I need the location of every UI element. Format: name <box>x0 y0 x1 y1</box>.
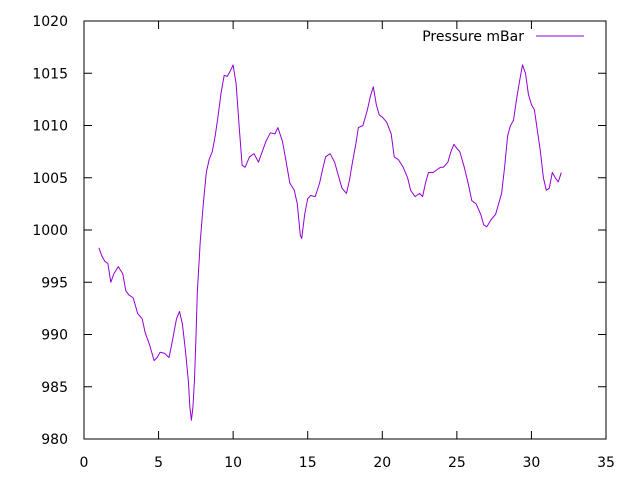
x-tick-label: 0 <box>80 455 89 471</box>
x-tick-label: 30 <box>523 455 541 471</box>
y-tick-label: 1020 <box>32 14 68 30</box>
y-tick-label: 1015 <box>32 66 68 82</box>
y-axis-ticks: 980 985 990 995 1000 1005 1010 1015 1020 <box>32 14 606 448</box>
y-tick-label: 985 <box>41 380 68 396</box>
y-tick-label: 995 <box>41 275 68 291</box>
x-tick-label: 15 <box>299 455 317 471</box>
series-layer <box>98 64 562 421</box>
y-tick-label: 1010 <box>32 119 68 135</box>
x-tick-label: 20 <box>373 455 391 471</box>
y-tick-label: 1000 <box>32 223 68 239</box>
x-tick-label: 5 <box>154 455 163 471</box>
legend-label-pressure: Pressure mBar <box>422 29 524 45</box>
x-tick-label: 25 <box>448 455 466 471</box>
x-axis-ticks: 0 5 10 15 20 25 30 35 <box>80 21 615 471</box>
y-tick-label: 980 <box>41 432 68 448</box>
series-line-pressure <box>98 64 562 421</box>
y-tick-label: 990 <box>41 328 68 344</box>
legend: Pressure mBar <box>422 29 584 45</box>
x-tick-label: 35 <box>597 455 615 471</box>
y-tick-label: 1005 <box>32 171 68 187</box>
x-tick-label: 10 <box>224 455 242 471</box>
